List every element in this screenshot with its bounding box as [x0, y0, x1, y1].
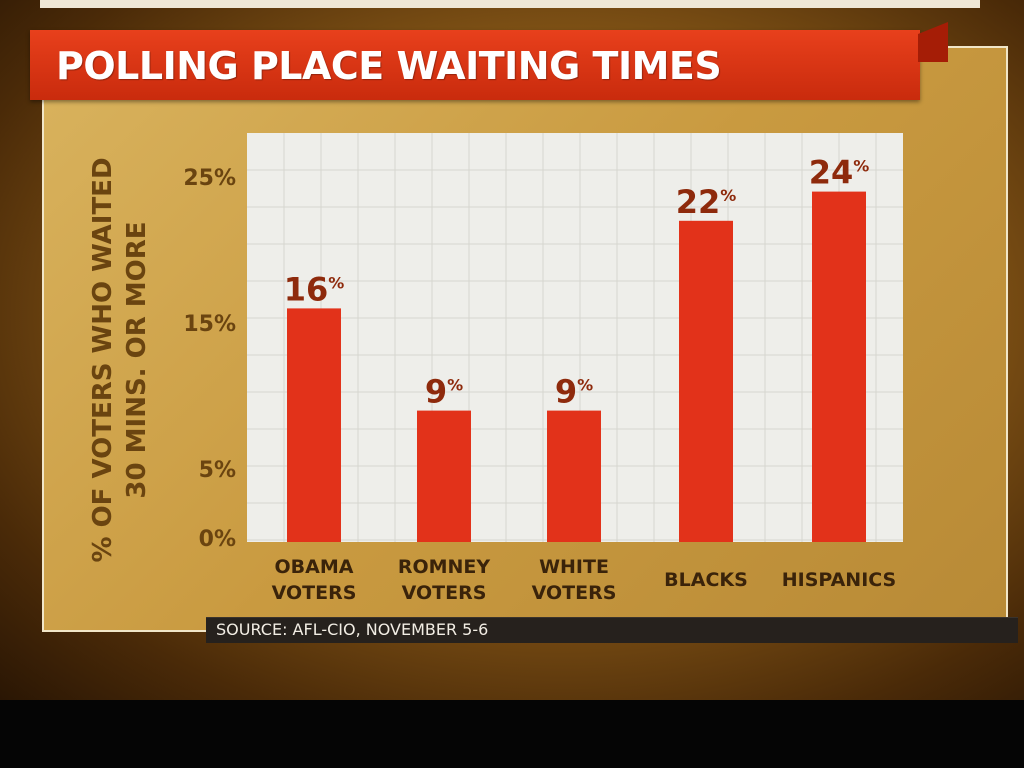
x-category-label: OBAMA — [275, 556, 354, 578]
source-text: SOURCE: AFL-CIO, NOVEMBER 5-6 — [216, 620, 489, 639]
bar — [812, 191, 866, 542]
y-tick-label: 5% — [199, 458, 236, 483]
x-category-label: VOTERS — [272, 582, 357, 604]
x-category-label: WHITE — [539, 556, 609, 578]
y-tick-label: 0% — [199, 527, 236, 552]
bar-value-label: 24% — [809, 154, 870, 192]
x-category-label: VOTERS — [532, 582, 617, 604]
bar — [547, 410, 601, 542]
x-category-label: ROMNEY — [398, 556, 491, 578]
bar-chart: 0% 5% 15% 25% 16% OBAMA VOTERS 9% ROMNEY VOTERS 9%… — [183, 133, 903, 604]
x-category-label: VOTERS — [402, 582, 487, 604]
y-tick-label: 25% — [183, 166, 236, 191]
bar — [679, 220, 733, 543]
chart-title: POLLING PLACE WAITING TIMES — [56, 44, 722, 88]
bar-value-label: 9% — [425, 373, 463, 411]
bar-value-label: 22% — [676, 183, 737, 221]
tv-screen: POLLING PLACE WAITING TIMES % OF VOTERS … — [0, 0, 1024, 700]
source-bar — [206, 617, 1018, 643]
top-strip — [40, 0, 980, 8]
x-category-label: HISPANICS — [782, 569, 897, 591]
tv-bezel — [0, 700, 1024, 768]
y-tick-label: 15% — [183, 312, 236, 337]
bar — [287, 308, 341, 542]
bar-value-label: 16% — [284, 270, 345, 308]
bar-value-label: 9% — [555, 373, 593, 411]
x-category-label: BLACKS — [664, 569, 748, 591]
title-banner — [30, 30, 920, 100]
bar — [417, 410, 471, 542]
